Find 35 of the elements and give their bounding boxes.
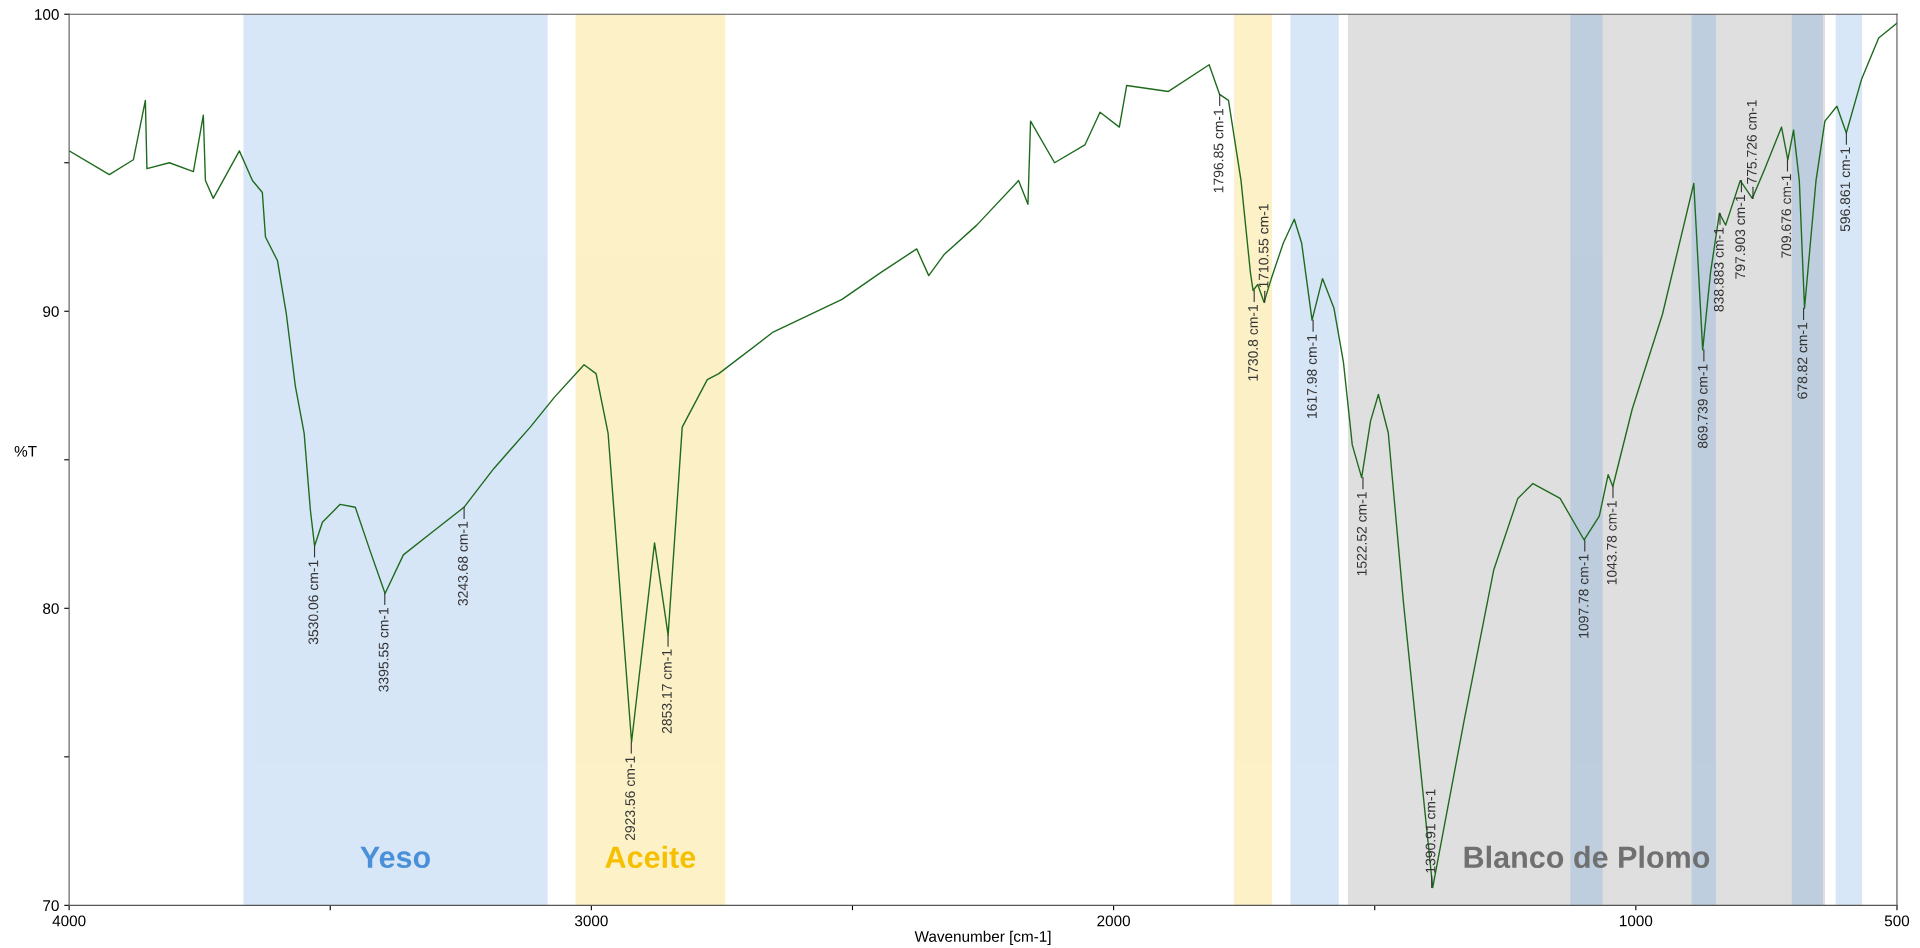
band-label: Aceite [605,845,696,869]
annotation: 1796.85 cm-1 [1213,108,1224,193]
annotation: 3395.55 cm-1 [378,608,389,692]
y-tick-label: 70 [43,900,59,912]
x-tick-label: 500 [1884,915,1910,927]
annotation: 596.861 cm-1 [1840,147,1851,232]
annotation: 1097.78 cm-1 [1578,554,1589,638]
annotation: 1522.52 cm-1 [1356,492,1367,576]
x-axis-title: Wavenumber [cm-1] [914,930,1051,945]
annotation: 775.726 cm-1 [1746,100,1757,184]
band-label: Yeso [360,846,430,869]
annotation: 709.676 cm-1 [1781,174,1792,258]
y-tick-label: 90 [43,306,59,317]
x-tick-label: 4000 [52,915,86,927]
x-tick-label: 2000 [1097,915,1130,927]
annotation: 869.739 cm-1 [1697,364,1708,449]
annotation: 1730.8 cm-1 [1248,305,1258,381]
annotation: 797.903 cm-1 [1735,195,1746,279]
annotation: 1710.55 cm-1 [1258,204,1269,288]
annotation: 838.883 cm-1 [1713,227,1724,312]
x-tick-label: 1000 [1620,915,1653,927]
line-series [69,22,1897,889]
x-tick-label: 3000 [574,915,608,927]
annotation: 2853.17 cm-1 [661,649,672,734]
band-label: Blanco de Plomo [1464,845,1710,869]
annotation: 1390.91 cm-1 [1425,789,1436,873]
annotation: 3243.68 cm-1 [457,521,468,606]
annotation: 3530.06 cm-1 [308,560,319,645]
annotation: 678.82 cm-1 [1797,322,1808,399]
annotation: 1617.98 cm-1 [1307,334,1317,418]
y-axis-title: %T [14,446,37,457]
y-tick-label: 80 [43,603,59,614]
annotation: 2923.56 cm-1 [625,756,636,841]
y-tick-label: 100 [35,9,59,20]
annotation: 1043.78 cm-1 [1606,501,1617,585]
